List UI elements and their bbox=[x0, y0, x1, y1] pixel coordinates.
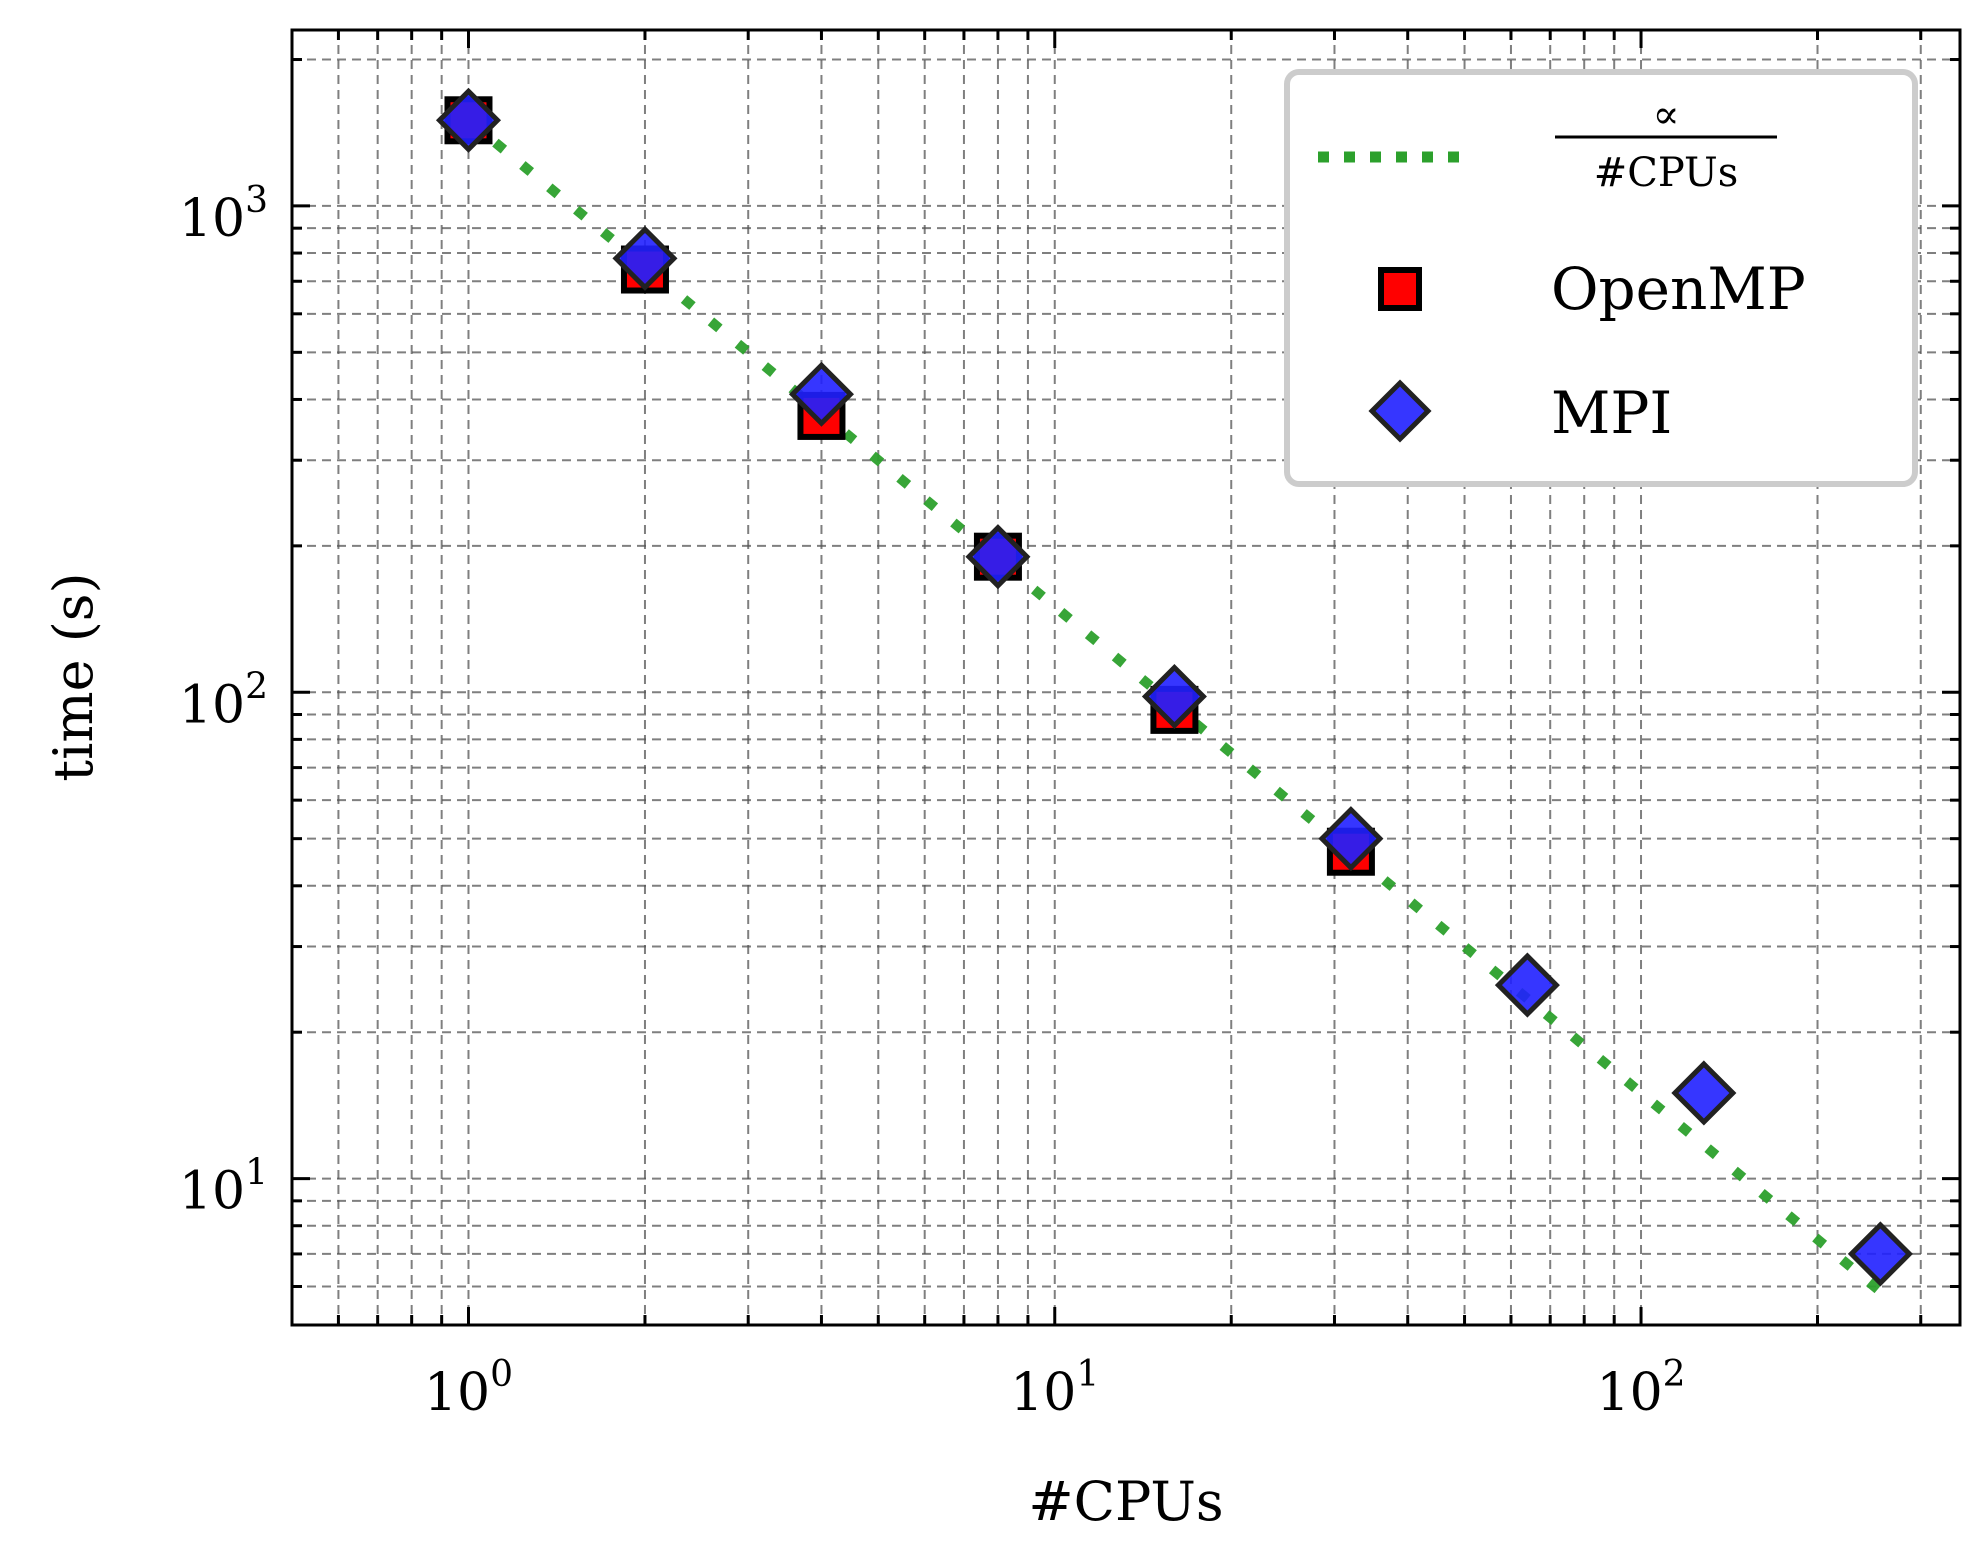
mpi-point bbox=[1494, 952, 1560, 1018]
legend-openmp-label: OpenMP bbox=[1551, 255, 1806, 323]
x-axis-label: #CPUs bbox=[1028, 1470, 1223, 1533]
mpi-point bbox=[1141, 663, 1207, 730]
x-tick-label-base: 10 bbox=[1010, 1363, 1076, 1423]
y-tick-label: 101 bbox=[179, 1153, 268, 1222]
y-tick-label-exponent: 1 bbox=[245, 1153, 268, 1194]
x-tick-label-base: 10 bbox=[424, 1363, 490, 1423]
mpi-point bbox=[788, 361, 854, 427]
x-tick-label-exponent: 1 bbox=[1076, 1354, 1099, 1395]
y-tick-label-exponent: 2 bbox=[245, 666, 268, 707]
x-tick-label: 100 bbox=[424, 1354, 513, 1423]
y-axis-label: time (s) bbox=[42, 572, 105, 781]
x-tick-label-exponent: 2 bbox=[1663, 1354, 1686, 1395]
mpi-point bbox=[965, 524, 1031, 590]
mpi-point bbox=[1847, 1221, 1913, 1287]
legend-reference-numerator: ∝ bbox=[1652, 92, 1679, 138]
y-tick-label-base: 10 bbox=[179, 675, 245, 735]
mpi-point bbox=[1671, 1060, 1737, 1126]
x-tick-label-exponent: 0 bbox=[490, 1354, 513, 1395]
y-tick-label: 103 bbox=[179, 180, 268, 249]
mpi-point bbox=[612, 225, 678, 291]
y-tick-label-exponent: 3 bbox=[245, 180, 268, 221]
legend-box bbox=[1284, 69, 1918, 487]
x-tick-label: 102 bbox=[1596, 1354, 1685, 1423]
mpi-point bbox=[1318, 806, 1384, 872]
y-tick-label: 102 bbox=[179, 666, 268, 735]
plot-frame bbox=[290, 28, 1962, 1327]
y-tick-label-base: 10 bbox=[179, 1162, 245, 1222]
data-markers bbox=[435, 87, 1913, 1287]
legend-mpi-label: MPI bbox=[1551, 379, 1672, 447]
x-tick-label: 101 bbox=[1010, 1354, 1099, 1423]
legend-mpi-marker bbox=[1368, 379, 1432, 443]
y-tick-label-base: 10 bbox=[179, 189, 245, 249]
mpi-point bbox=[435, 87, 502, 153]
axis-ticks bbox=[290, 30, 1960, 1327]
legend-reference-denominator: #CPUs bbox=[1594, 150, 1739, 196]
x-tick-label-base: 10 bbox=[1596, 1363, 1662, 1423]
legend-openmp-marker bbox=[1378, 267, 1422, 311]
legend: ∝ #CPUs OpenMP MPI bbox=[1284, 69, 1918, 487]
